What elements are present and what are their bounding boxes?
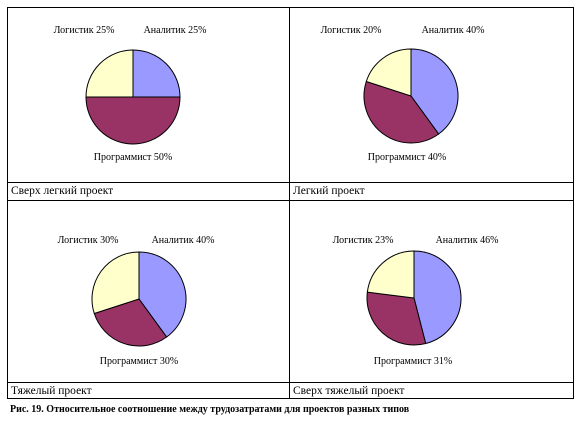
- pie-2-label-1: Аналитик 40%: [422, 25, 485, 36]
- grid-divider-bottom-row-title: [8, 382, 573, 383]
- pie-chart-1: Аналитик 25% Программист 50% Логистик 25%: [54, 25, 207, 163]
- pie-1-label-1: Аналитик 25%: [144, 25, 207, 36]
- pie-3-slice-3: [91, 251, 140, 315]
- chart-4-title: Сверх тяжелый проект: [293, 385, 405, 397]
- pie-1-label-3: Логистик 25%: [54, 25, 115, 36]
- pie-1-slice-1: [132, 49, 181, 98]
- grid-divider-top-row-title: [8, 182, 573, 183]
- pie-1-label-2: Программист 50%: [94, 152, 172, 163]
- pie-4-label-2: Программист 31%: [374, 356, 452, 367]
- pie-4-label-1: Аналитик 46%: [436, 235, 499, 246]
- chart-panel-4: Аналитик 46% Программист 31% Логистик 23% …: [290, 201, 573, 398]
- pie-3-label-3: Логистик 30%: [58, 235, 119, 246]
- pie-2-slice-3: [365, 48, 412, 97]
- chart-grid: Аналитик 25% Программист 50% Логистик 25% …: [7, 7, 574, 399]
- pie-1-slice-2: [85, 96, 181, 145]
- pie-4-slice-3: [366, 250, 415, 299]
- grid-divider-vertical: [289, 8, 290, 398]
- figure-caption: Рис. 19. Относительное соотношение между…: [10, 404, 410, 415]
- chart-1-title: Сверх легкий проект: [11, 185, 114, 197]
- chart-panel-2: Аналитик 40% Программист 40% Логистик 20% …: [290, 8, 573, 200]
- pie-3-slice-2: [93, 298, 168, 347]
- pie-2-slice-1: [410, 48, 459, 135]
- pie-chart-4: Аналитик 46% Программист 31% Логистик 23%: [333, 235, 499, 367]
- pie-2-label-2: Программист 40%: [368, 152, 446, 163]
- pie-chart-2: Аналитик 40% Программист 40% Логистик 20%: [321, 25, 485, 163]
- chart-3-title: Тяжелый проект: [11, 385, 92, 397]
- chart-panel-3: Аналитик 40% Программист 30% Логистик 30% …: [8, 201, 289, 398]
- pie-4-slice-1: [413, 250, 462, 345]
- chart-2-title: Легкий проект: [293, 185, 365, 197]
- pie-2-slice-2: [363, 80, 440, 144]
- chart-panel-1: Аналитик 25% Программист 50% Логистик 25% …: [8, 8, 289, 200]
- pie-3-label-1: Аналитик 40%: [152, 235, 215, 246]
- pie-3-slice-1: [138, 251, 187, 338]
- pie-3-label-2: Программист 30%: [100, 356, 178, 367]
- pie-1-slice-3: [85, 49, 134, 98]
- grid-divider-middle: [8, 200, 573, 201]
- pie-chart-3: Аналитик 40% Программист 30% Логистик 30%: [58, 235, 215, 367]
- pie-4-label-3: Логистик 23%: [333, 235, 394, 246]
- pie-2-label-3: Логистик 20%: [321, 25, 382, 36]
- pie-4-slice-2: [366, 291, 427, 346]
